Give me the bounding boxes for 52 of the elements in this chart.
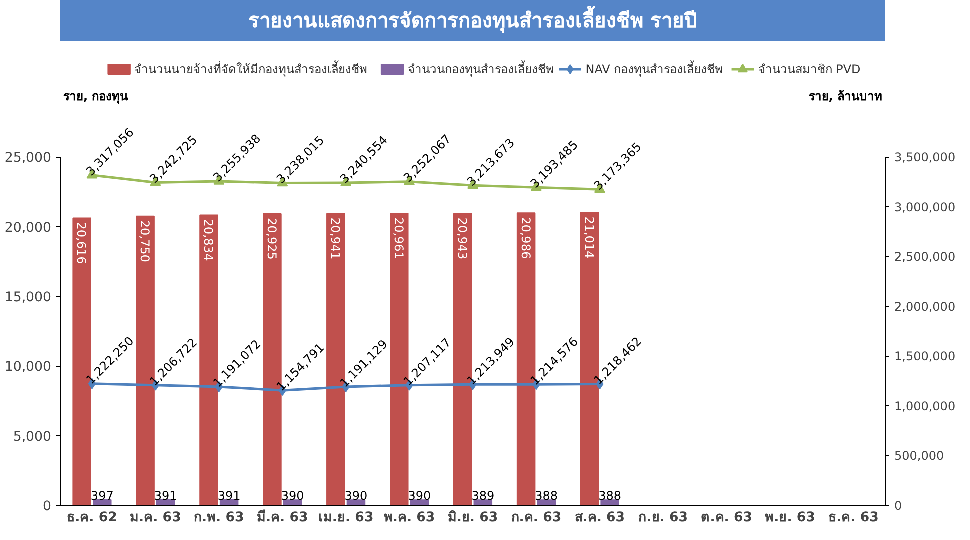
y2-tick-label: 1,500,000 xyxy=(894,350,956,364)
x-tick-label: มี.ค. 63 xyxy=(256,510,308,526)
chart-title: รายงานแสดงการจัดการกองทุนสำรองเลี้ยงชีพ รายปี xyxy=(248,6,698,34)
y2-tick-label: 3,500,000 xyxy=(894,150,956,165)
y-tick-label: 0 xyxy=(43,500,52,514)
data-label: 390 xyxy=(344,489,368,504)
y2-tick-label: 2,500,000 xyxy=(894,250,956,264)
x-tick-label: ต.ค. 63 xyxy=(701,510,753,526)
y-tick-label: 20,000 xyxy=(4,220,52,236)
y-tick-label: 10,000 xyxy=(4,360,52,376)
legend-label: จำนวนกองทุนสำรองเลี้ยงชีพ xyxy=(408,60,554,78)
x-tick-label: มิ.ย. 63 xyxy=(448,510,498,526)
y-axis-title: ราย, กองทุน xyxy=(64,90,130,104)
data-label: 391 xyxy=(154,489,178,504)
y-tick-label: 5,000 xyxy=(13,430,52,445)
y-tick-label: 15,000 xyxy=(4,290,52,306)
legend-label: NAV กองทุนสำรองเลี้ยงชีพ xyxy=(586,60,724,78)
y2-tick-label: 0 xyxy=(894,499,902,513)
data-label: 397 xyxy=(90,488,114,503)
x-tick-label: ม.ค. 63 xyxy=(130,510,182,526)
y2-tick-label: 2,000,000 xyxy=(894,300,956,314)
x-tick-label: เม.ย. 63 xyxy=(318,510,374,526)
data-label: 389 xyxy=(472,489,495,504)
y2-tick-label: 3,000,000 xyxy=(894,200,956,214)
y2-tick-label: 500,000 xyxy=(894,449,944,464)
x-tick-label: พ.ค. 63 xyxy=(384,510,436,526)
data-label: 20,834 xyxy=(202,219,216,262)
y2-tick-label: 1,000,000 xyxy=(894,399,956,414)
data-label: 388 xyxy=(598,489,622,504)
x-tick-label: ธ.ค. 63 xyxy=(828,510,879,526)
data-label: 20,943 xyxy=(455,218,470,260)
x-tick-label: ก.พ. 63 xyxy=(194,510,244,526)
data-label: 21,014 xyxy=(582,216,596,259)
legend-label: จำนวนนายจ้างที่จัดให้มีกองทุนสำรองเลี้ยงชีพ xyxy=(134,60,368,78)
y2-axis-title: ราย, ล้านบาท xyxy=(808,90,883,104)
data-label: 20,941 xyxy=(328,218,342,260)
data-label: 20,986 xyxy=(518,217,533,260)
data-label: 20,750 xyxy=(138,220,152,262)
data-label: 388 xyxy=(535,489,558,504)
data-label: 20,961 xyxy=(392,217,406,260)
legend-label: จำนวนสมาชิก PVD xyxy=(758,62,861,76)
data-label: 390 xyxy=(281,489,304,504)
x-tick-label: พ.ย. 63 xyxy=(765,510,816,526)
x-tick-label: ก.ค. 63 xyxy=(511,510,562,526)
data-label: 20,616 xyxy=(74,222,89,264)
y-tick-label: 25,000 xyxy=(4,151,52,166)
x-tick-label: ก.ย. 63 xyxy=(638,510,688,526)
x-tick-label: ส.ค. 63 xyxy=(574,510,626,526)
data-label: 20,925 xyxy=(264,218,279,260)
x-tick-label: ธ.ค. 62 xyxy=(67,510,118,526)
data-label: 390 xyxy=(408,489,432,504)
data-label: 391 xyxy=(218,489,241,504)
